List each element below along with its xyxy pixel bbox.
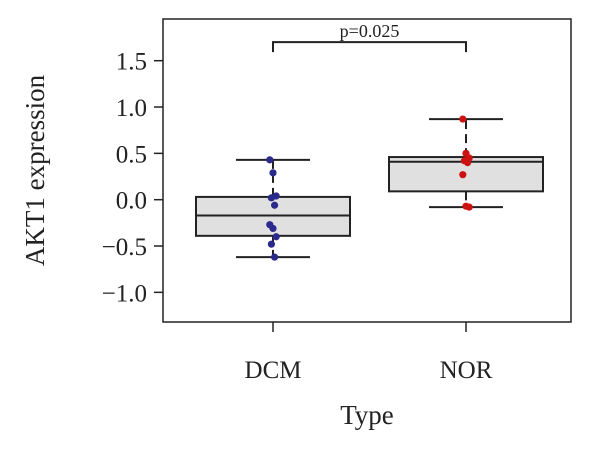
data-point (459, 171, 467, 179)
data-point (459, 115, 467, 123)
y-axis-label: AKT1 expression (20, 74, 50, 266)
data-points (266, 115, 473, 261)
boxes (195, 118, 544, 259)
plot-frame (162, 18, 572, 323)
x-tick-label: NOR (440, 357, 493, 384)
y-tick-label: 0.5 (116, 141, 147, 168)
y-tick-label: −0.5 (102, 234, 147, 261)
data-point (269, 224, 277, 233)
significance-annotation: p=0.025 (272, 21, 467, 53)
data-point (464, 159, 472, 167)
data-point (465, 203, 473, 211)
significance-bracket (272, 41, 467, 53)
data-point (271, 201, 279, 209)
y-tick-label: 1.0 (116, 95, 147, 122)
y-tick-label: 1.5 (116, 49, 147, 76)
data-point (271, 253, 279, 261)
data-point (269, 169, 277, 177)
y-tick-label: −1.0 (102, 280, 147, 307)
data-point (267, 240, 275, 248)
y-axis: −1.0 −0.5 0.0 0.5 1.0 1.5 (102, 49, 163, 307)
data-point (266, 156, 274, 164)
x-axis-label: Type (340, 400, 394, 430)
p-value-label: p=0.025 (340, 21, 400, 41)
x-tick-label: DCM (245, 357, 302, 384)
y-tick-label: 0.0 (116, 188, 147, 215)
data-point (272, 233, 280, 241)
data-point (267, 194, 275, 202)
x-axis: DCM NOR (245, 322, 493, 384)
